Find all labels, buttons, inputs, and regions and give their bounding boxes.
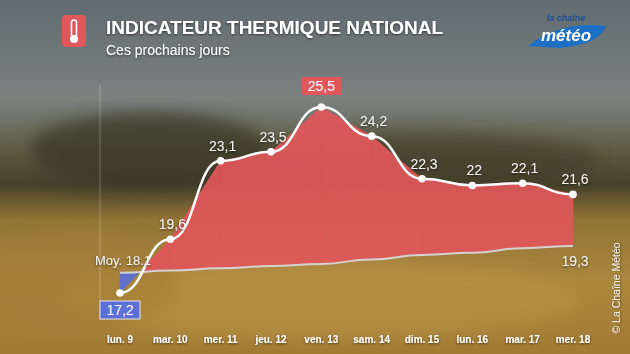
data-label: 22,1 (511, 160, 538, 176)
point (368, 132, 376, 140)
point (418, 175, 426, 183)
thermometer-icon (72, 20, 77, 37)
area-fill (472, 183, 522, 252)
point (469, 182, 477, 190)
x-tick-label: lun. 16 (456, 334, 488, 345)
temperature-line (120, 107, 573, 293)
title-icon (62, 15, 86, 47)
data-label: 23,5 (259, 129, 286, 145)
area-fill (422, 179, 472, 255)
data-label: 25,5 (308, 78, 335, 94)
x-tick-label: dim. 15 (405, 334, 440, 345)
area-fill (221, 152, 271, 269)
data-label: 19,6 (159, 216, 186, 232)
data-label: 21,6 (561, 171, 588, 187)
point (167, 235, 175, 243)
x-tick-label: mer. 18 (556, 334, 591, 345)
subtitle: Ces prochains jours (106, 42, 230, 58)
x-tick-label: mar. 17 (505, 334, 540, 345)
x-tick-label: mer. 11 (204, 334, 238, 345)
x-tick-label: ven. 13 (304, 334, 338, 345)
x-tick-label: sam. 14 (353, 334, 390, 345)
area-fill (372, 136, 422, 259)
copyright: © La Chaîne Météo (610, 242, 622, 333)
point (217, 157, 225, 165)
thermometer-bulb (70, 35, 78, 43)
logo-text: la chaîne (547, 13, 586, 23)
label-box (100, 301, 140, 319)
x-tick-label: jeu. 12 (254, 334, 287, 345)
point (116, 289, 124, 297)
logo-swoosh (528, 25, 606, 48)
area-fill (321, 107, 371, 264)
normal-line (120, 246, 573, 273)
plot-area (116, 103, 577, 297)
y-axis-line (100, 85, 101, 320)
label-box (301, 77, 341, 95)
data-label: 23,1 (209, 138, 236, 154)
data-label: 19,3 (561, 253, 588, 269)
background-dim (0, 0, 630, 354)
data-label: Moy. 18.1 (95, 253, 151, 268)
data-label: 22 (467, 162, 483, 178)
background (0, 0, 630, 354)
title: INDICATEUR THERMIQUE NATIONAL (106, 17, 443, 38)
point (267, 148, 275, 156)
logo-text: météo (541, 26, 591, 45)
x-tick-label: mar. 10 (153, 334, 188, 345)
point (519, 179, 527, 187)
data-label: 17,2 (106, 302, 133, 318)
point (569, 191, 577, 199)
point (318, 103, 326, 111)
chart-root: INDICATEUR THERMIQUE NATIONAL Ces prochai… (0, 0, 630, 354)
data-label: 24,2 (360, 113, 387, 129)
x-tick-label: lun. 9 (107, 334, 134, 345)
data-label: 22,3 (410, 156, 437, 172)
